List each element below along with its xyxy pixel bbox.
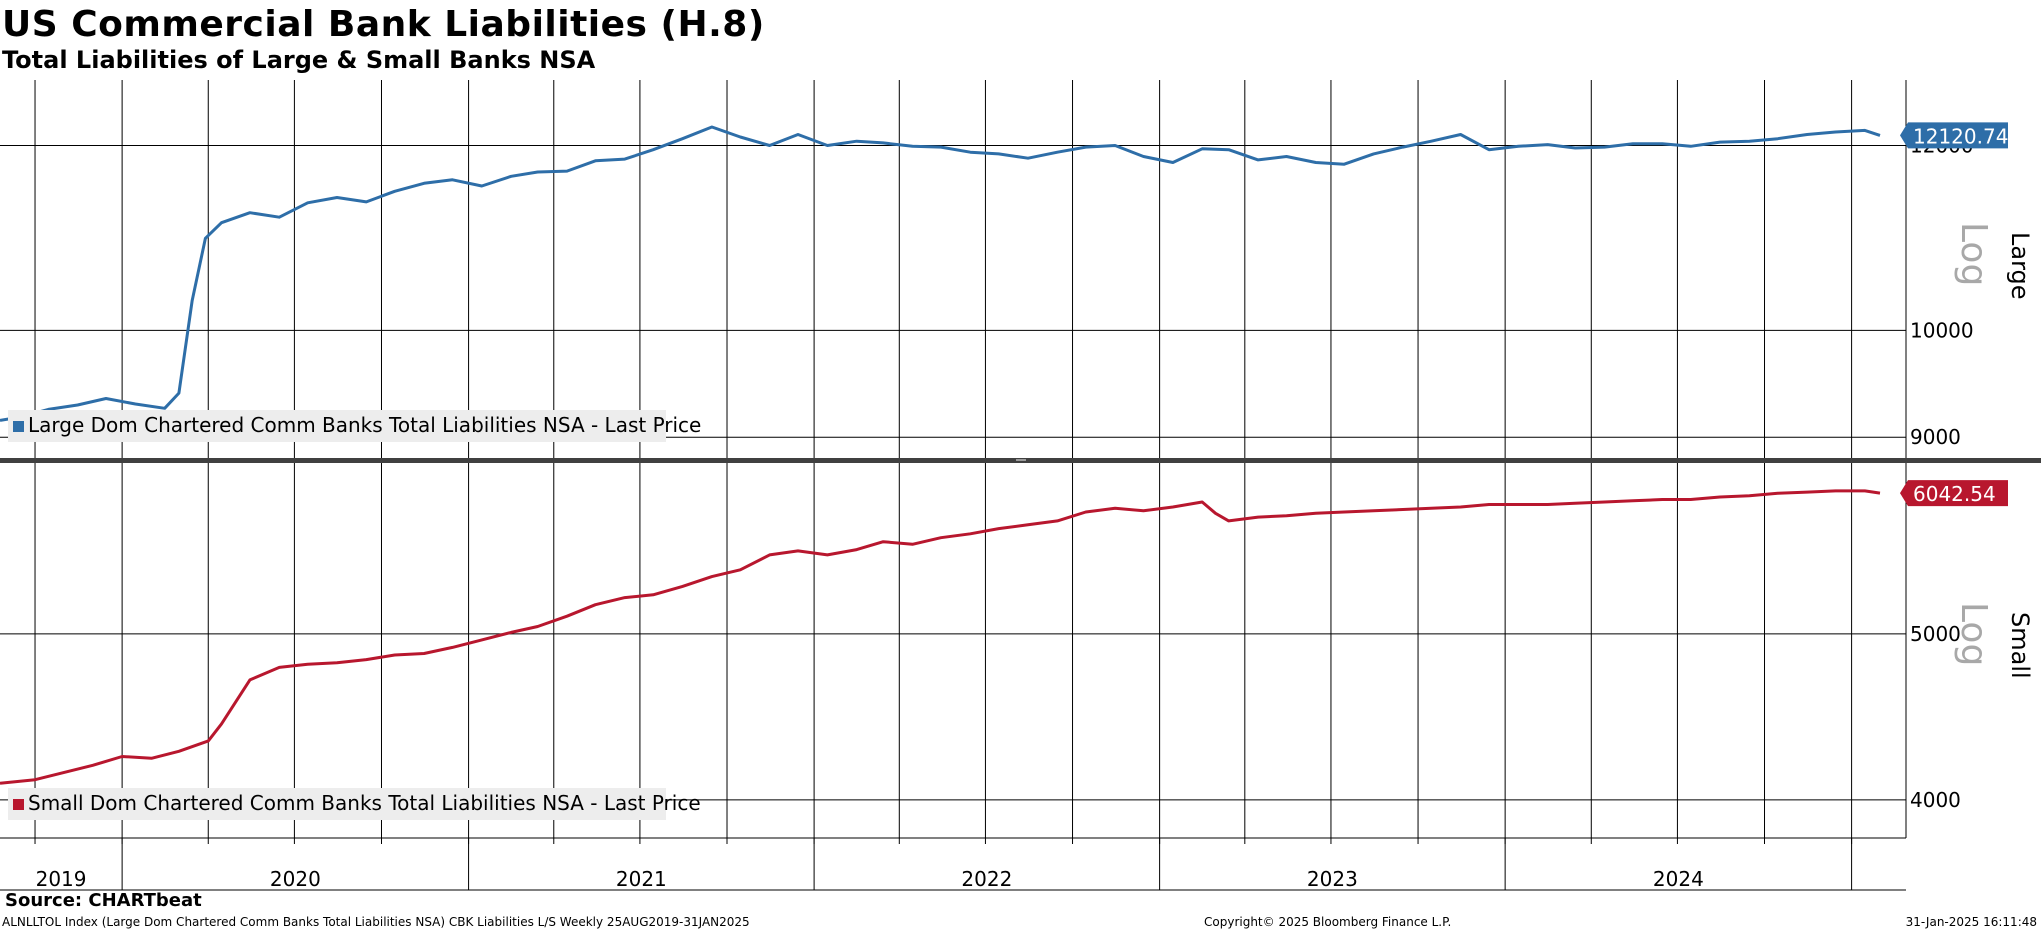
y-tick-label: 5000 [1910, 622, 1961, 646]
panel-small: 4000 5000 6042.54 Log Small Small Dom Charter… [0, 462, 2034, 838]
last-value-box [1900, 480, 2008, 507]
chart-subtitle: Total Liabilities of Large & Small Banks… [2, 46, 596, 74]
legend-label: Large Dom Chartered Comm Banks Total Lia… [28, 413, 701, 437]
y-tick-label: 9000 [1910, 425, 1961, 449]
panel-label-large: Large [2006, 232, 2034, 300]
x-tick-label: 2023 [1307, 867, 1358, 891]
last-value-label: 12120.74 [1913, 124, 2008, 148]
legend-box [8, 788, 666, 820]
legend-swatch [13, 799, 24, 810]
series-line-large [0, 125, 1881, 422]
last-value-label: 6042.54 [1913, 482, 1996, 506]
series-line-small [0, 489, 1881, 785]
ticker-line: ALNLLTOL Index (Large Dom Chartered Comm… [2, 915, 750, 929]
y-tick-label: 10000 [1910, 318, 1974, 342]
y-tick-label: 4000 [1910, 788, 1961, 812]
log-scale-marker: Log [1953, 222, 1994, 286]
chart-title: US Commercial Bank Liabilities (H.8) [2, 4, 765, 45]
panel-label-small: Small [2006, 612, 2034, 679]
legend-label: Small Dom Chartered Comm Banks Total Lia… [28, 791, 701, 815]
legend-swatch [13, 421, 24, 432]
x-tick-label: 2022 [961, 867, 1012, 891]
x-tick-label: 2020 [270, 867, 321, 891]
x-tick-label: 2019 [36, 867, 87, 891]
x-tick-label: 2021 [616, 867, 667, 891]
log-scale-marker: Log [1953, 602, 1994, 666]
x-tick-label: 2024 [1653, 867, 1704, 891]
divider-handle [1016, 459, 1026, 461]
copyright-note: Copyright© 2025 Bloomberg Finance L.P. [1204, 915, 1452, 929]
timestamp: 31-Jan-2025 16:11:48 [1905, 915, 2037, 929]
last-value-box [1900, 122, 2008, 149]
source-note: Source: CHARTbeat [5, 890, 202, 911]
legend-box [8, 410, 666, 442]
